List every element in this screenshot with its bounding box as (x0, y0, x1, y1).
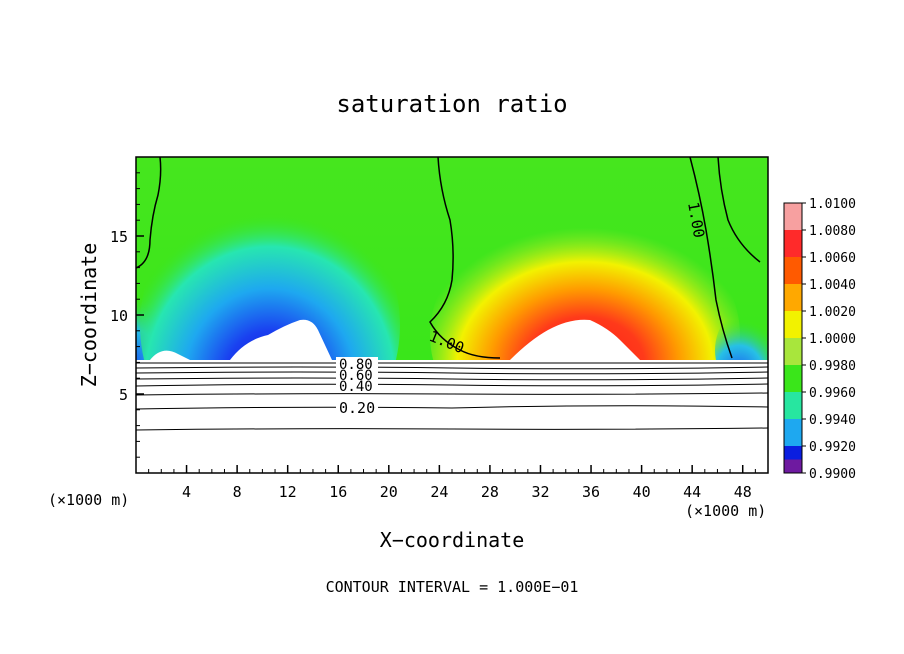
colorbar-label: 1.0080 (809, 224, 856, 239)
y-tick-label: 10 (110, 307, 128, 325)
heatmap-field (136, 157, 768, 473)
contour-level-8 (136, 427, 768, 431)
contour-interval-note: CONTOUR INTERVAL = 1.000E−01 (326, 578, 579, 596)
contour-1-00-far-right (717, 157, 761, 263)
colorbar-label: 0.9900 (809, 467, 856, 482)
white-zone-cool (230, 319, 332, 360)
contour-label: 0.40 (339, 379, 373, 395)
white-zone-left (150, 350, 190, 360)
colorbar-label: 1.0000 (809, 332, 856, 347)
contour-label: 0.80 (339, 357, 373, 373)
x-tick-label: 20 (380, 483, 398, 501)
contour-1-00-middle (429, 157, 501, 359)
contour-1-00-left (136, 157, 162, 269)
chart-title: saturation ratio (336, 90, 567, 118)
x-axis-unit-left: (×1000 m) (48, 491, 129, 509)
contour-label: 0.20 (339, 399, 375, 417)
colorbar-swatch (784, 230, 802, 258)
contour-level-3 (136, 371, 768, 375)
colorbar-swatch (784, 338, 802, 366)
colorbar-swatch (784, 284, 802, 312)
x-axis-unit-right: (×1000 m) (685, 502, 766, 520)
x-tick-label: 28 (481, 483, 499, 501)
label-bg (336, 357, 378, 368)
contour-level-5 (136, 383, 768, 387)
colorbar-label: 0.9940 (809, 413, 856, 428)
label-bg (336, 400, 378, 415)
contour-level-6 (136, 392, 768, 396)
y-tick-label: 15 (110, 228, 128, 246)
x-tick-label: 16 (329, 483, 347, 501)
colorbar-swatch (784, 203, 802, 231)
y-axis-label: Z−coordinate (77, 243, 101, 388)
contour-label: 0.60 (339, 368, 373, 384)
y-tick-label: 5 (119, 386, 128, 404)
x-tick-label: 44 (683, 483, 701, 501)
colorbar-label: 1.0060 (809, 251, 856, 266)
y-axis: 5 10 15 (110, 172, 144, 458)
x-tick-label: 40 (633, 483, 651, 501)
x-tick-label: 24 (430, 483, 448, 501)
colorbar-swatch (784, 392, 802, 420)
label-bg (336, 379, 378, 392)
contour-level-2 (136, 366, 768, 370)
x-tick-label: 32 (531, 483, 549, 501)
colorbar-label: 0.9920 (809, 440, 856, 455)
contour-label: 1.00 (684, 201, 708, 240)
x-tick-label: 12 (279, 483, 297, 501)
x-tick-label: 4 (182, 483, 191, 501)
colorbar-swatch (784, 365, 802, 393)
label-bg (336, 368, 378, 379)
x-axis-label: X−coordinate (380, 528, 525, 552)
x-tick-label: 48 (734, 483, 752, 501)
x-tick-label: 8 (233, 483, 242, 501)
white-zone-warm (510, 319, 640, 360)
colorbar-label: 0.9980 (809, 359, 856, 374)
colorbar-swatch (784, 257, 802, 285)
colorbar: 1.0100 1.0080 1.0060 1.0040 1.0020 1.0000 0.99… (783, 197, 856, 482)
contour-level-4 (136, 377, 768, 381)
colorbar-swatch (784, 459, 802, 473)
x-axis: 4 8 12 16 20 24 28 32 36 40 44 48 (148, 465, 756, 501)
colorbar-label: 1.0020 (809, 305, 856, 320)
x-tick-label: 36 (582, 483, 600, 501)
contour-level-7 (136, 405, 768, 410)
lower-white-region (136, 360, 768, 473)
colorbar-label: 0.9960 (809, 386, 856, 401)
colorbar-label: 1.0040 (809, 278, 856, 293)
colorbar-swatch (784, 311, 802, 339)
contour-1-00-right (689, 157, 733, 359)
colorbar-label: 1.0100 (809, 197, 856, 212)
colorbar-swatch (784, 419, 802, 447)
